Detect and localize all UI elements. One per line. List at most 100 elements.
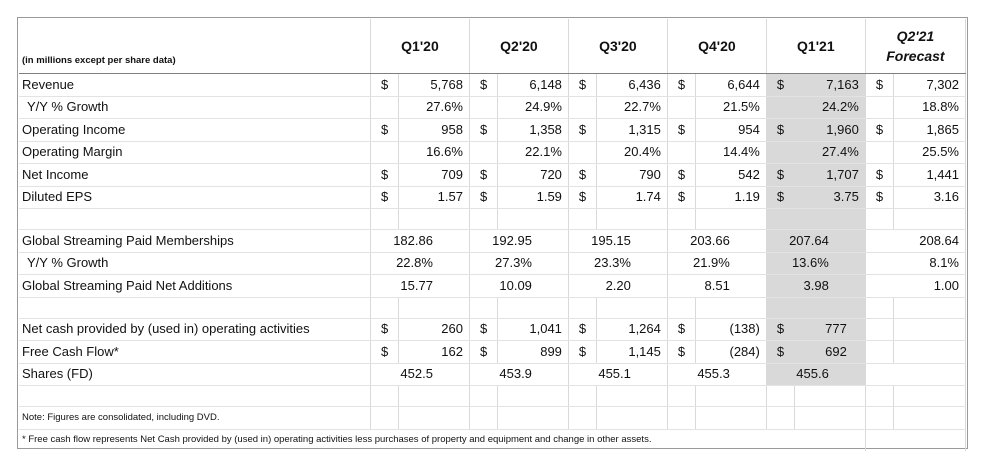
cell: 207.64 bbox=[766, 229, 866, 253]
cell: 790 bbox=[596, 163, 668, 187]
table-row: Revenue $ 5,768 $ 6,148 $ 6,436 $ 6,644 … bbox=[19, 73, 966, 97]
cell: 7,302 bbox=[893, 73, 966, 97]
cell: 452.5 bbox=[370, 363, 470, 386]
cell: 7,163 bbox=[794, 73, 866, 97]
row-label: Y/Y % Growth bbox=[19, 252, 371, 275]
cell: 1,264 bbox=[596, 318, 668, 341]
table-row: Y/Y % Growth 22.8% 27.3% 23.3% 21.9% 13.… bbox=[19, 252, 967, 275]
cell: 455.6 bbox=[766, 363, 866, 386]
cell: 8.1% bbox=[865, 252, 967, 275]
row-label: Global Streaming Paid Net Additions bbox=[19, 274, 371, 298]
cell: 14.4% bbox=[695, 141, 767, 164]
currency-symbol: $ bbox=[766, 318, 796, 341]
cell: 954 bbox=[695, 118, 767, 142]
period-q2-20: Q2'20 bbox=[469, 19, 569, 74]
cell: 21.5% bbox=[695, 96, 767, 119]
table-row: Y/Y % Growth 27.6% 24.9% 22.7% 21.5% 24.… bbox=[19, 96, 966, 119]
cell: 542 bbox=[695, 163, 767, 187]
period-q4-20: Q4'20 bbox=[667, 19, 767, 74]
currency-symbol: $ bbox=[568, 318, 598, 341]
cell: 455.1 bbox=[568, 363, 668, 386]
row-label: Diluted EPS bbox=[19, 186, 371, 209]
currency-symbol: $ bbox=[865, 118, 895, 142]
currency-symbol: $ bbox=[370, 186, 400, 209]
currency-symbol: $ bbox=[469, 186, 499, 209]
currency-symbol: $ bbox=[469, 318, 499, 341]
cell: (284) bbox=[695, 340, 767, 364]
cell: 162 bbox=[398, 340, 470, 364]
row-label: Y/Y % Growth bbox=[19, 96, 371, 119]
currency-symbol: $ bbox=[469, 340, 499, 364]
cell: 1,315 bbox=[596, 118, 668, 142]
table-row: Global Streaming Paid Net Additions 15.7… bbox=[19, 274, 967, 298]
cell: 16.6% bbox=[398, 141, 470, 164]
cell: (138) bbox=[695, 318, 767, 341]
table-row: Net Income $ 709 $ 720 $ 790 $ 542 $ 1,7… bbox=[19, 163, 966, 187]
cell: 10.09 bbox=[469, 274, 569, 298]
cell: 18.8% bbox=[893, 96, 966, 119]
cell: 5,768 bbox=[398, 73, 470, 97]
cell: 1,145 bbox=[596, 340, 668, 364]
cell: 6,436 bbox=[596, 73, 668, 97]
currency-symbol: $ bbox=[865, 73, 895, 97]
cell: 1.57 bbox=[398, 186, 470, 209]
currency-symbol: $ bbox=[568, 118, 598, 142]
cell: 3.75 bbox=[794, 186, 866, 209]
currency-symbol: $ bbox=[370, 73, 400, 97]
cell: 709 bbox=[398, 163, 470, 187]
cell: 1,960 bbox=[794, 118, 866, 142]
cell: 1.59 bbox=[497, 186, 569, 209]
cell: 1,358 bbox=[497, 118, 569, 142]
cell: 192.95 bbox=[469, 229, 569, 253]
row-label: Revenue bbox=[19, 73, 371, 97]
cell: 24.9% bbox=[497, 96, 569, 119]
currency-symbol: $ bbox=[766, 73, 796, 97]
period-q1-21: Q1'21 bbox=[766, 19, 866, 74]
table-row: Global Streaming Paid Memberships 182.86… bbox=[19, 229, 967, 253]
cell: 27.3% bbox=[469, 252, 569, 275]
cell: 3.16 bbox=[893, 186, 966, 209]
cell: 899 bbox=[497, 340, 569, 364]
currency-symbol: $ bbox=[667, 340, 697, 364]
row-label: Global Streaming Paid Memberships bbox=[19, 229, 371, 253]
currency-symbol: $ bbox=[568, 73, 598, 97]
currency-symbol: $ bbox=[370, 118, 400, 142]
cell: 22.1% bbox=[497, 141, 569, 164]
row-label: Net cash provided by (used in) operating… bbox=[19, 318, 371, 341]
cell: 1.00 bbox=[865, 274, 967, 298]
cell: 260 bbox=[398, 318, 470, 341]
cell: 6,148 bbox=[497, 73, 569, 97]
cell: 25.5% bbox=[893, 141, 966, 164]
cell: 22.7% bbox=[596, 96, 668, 119]
table-row: Net cash provided by (used in) operating… bbox=[19, 318, 966, 341]
cell: 1,441 bbox=[893, 163, 966, 187]
table-row: Free Cash Flow* $ 162 $ 899 $ 1,145 $ (2… bbox=[19, 340, 966, 364]
row-label: Net Income bbox=[19, 163, 371, 187]
forecast-label: Forecast bbox=[886, 48, 945, 64]
currency-symbol: $ bbox=[766, 163, 796, 187]
cell: 182.86 bbox=[370, 229, 470, 253]
row-label: Operating Income bbox=[19, 118, 371, 142]
cell: 8.51 bbox=[667, 274, 767, 298]
table-row: Shares (FD) 452.5 453.9 455.1 455.3 455.… bbox=[19, 363, 967, 386]
cell: 777 bbox=[794, 318, 866, 341]
cell: 1,041 bbox=[497, 318, 569, 341]
table-row: Operating Income $ 958 $ 1,358 $ 1,315 $… bbox=[19, 118, 966, 142]
note-row: * Free cash flow represents Net Cash pro… bbox=[19, 429, 967, 451]
currency-symbol: $ bbox=[370, 163, 400, 187]
currency-symbol: $ bbox=[667, 318, 697, 341]
spacer-row bbox=[19, 297, 966, 319]
cell: 2.20 bbox=[568, 274, 668, 298]
currency-symbol: $ bbox=[766, 340, 796, 364]
currency-symbol: $ bbox=[469, 73, 499, 97]
note-row: Note: Figures are consolidated, includin… bbox=[19, 406, 966, 430]
period-q2-21-forecast: Q2'21 Forecast bbox=[865, 19, 967, 74]
currency-symbol: $ bbox=[568, 340, 598, 364]
cell: 23.3% bbox=[568, 252, 668, 275]
cell: 1.19 bbox=[695, 186, 767, 209]
spacer-row bbox=[19, 208, 966, 230]
forecast-period: Q2'21 bbox=[896, 28, 935, 44]
currency-symbol: $ bbox=[667, 73, 697, 97]
cell: 208.64 bbox=[865, 229, 967, 253]
cell: 453.9 bbox=[469, 363, 569, 386]
